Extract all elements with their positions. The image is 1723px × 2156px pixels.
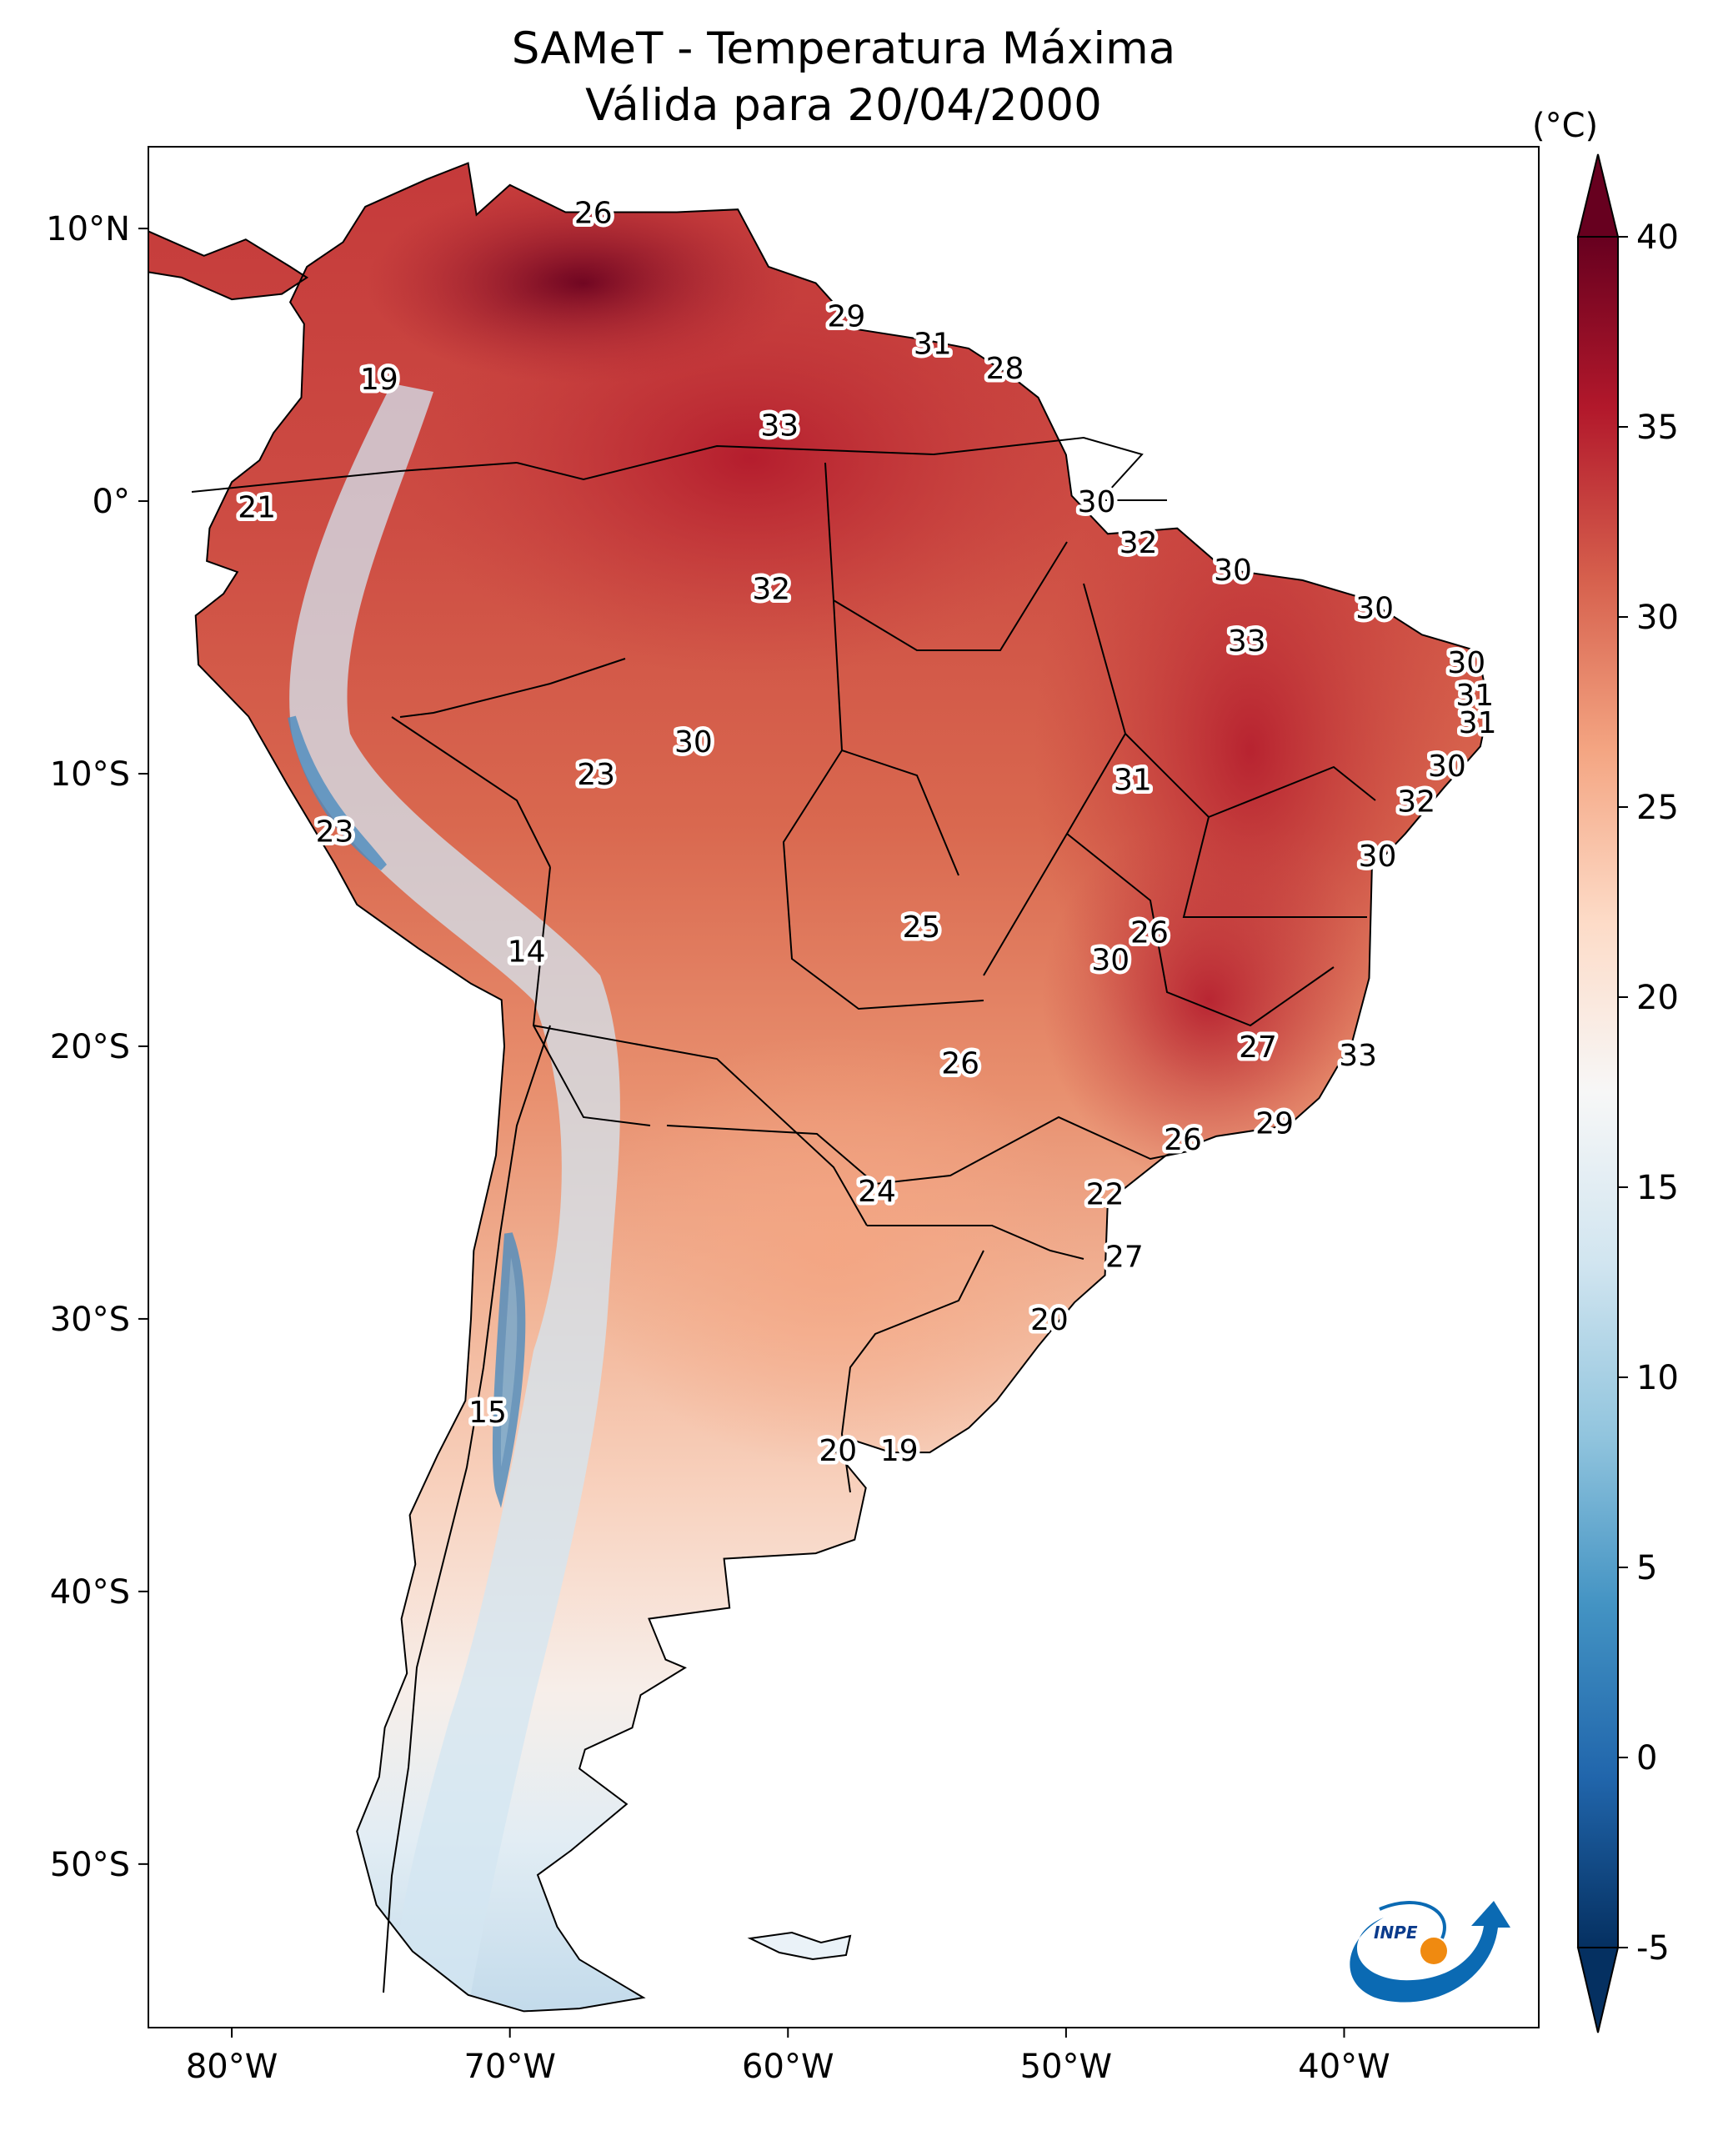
colorbar-tick-label: -5: [1636, 1929, 1670, 1968]
temperature-value-label: 21: [238, 491, 276, 525]
andes-cool-band: [289, 384, 620, 2012]
temperature-value-label: 32: [1119, 526, 1158, 560]
colorbar-tick-label: 20: [1636, 979, 1679, 1017]
temperature-value-label: 31: [1114, 764, 1152, 798]
temperature-value-label: 19: [880, 1434, 919, 1468]
temperature-value-label: 23: [577, 758, 615, 792]
temperature-value-label: 30: [1091, 943, 1129, 977]
country-borders: [148, 162, 1490, 2013]
colorbar-tick-label: 10: [1636, 1359, 1679, 1397]
colorbar-tick-label: 5: [1636, 1549, 1657, 1587]
border-south: [666, 1116, 1193, 1493]
colorbar-extend-top: [1576, 153, 1620, 238]
border-andean: [191, 462, 868, 1226]
temperature-value-label: 33: [1228, 624, 1266, 659]
chart-subtitle: Válida para 20/04/2000: [585, 80, 1102, 131]
longitude-tick-label: 40°W: [1298, 2048, 1390, 2086]
temperature-value-label: 32: [752, 573, 790, 607]
temperature-value-label: 26: [1130, 916, 1169, 950]
temperature-value-label: 33: [1339, 1039, 1377, 1073]
longitude-tick-label: 50°W: [1020, 2048, 1112, 2086]
colorbar-tick-label: 25: [1636, 789, 1679, 827]
temperature-value-label: 22: [1086, 1178, 1124, 1212]
temperature-value-label: 31: [1455, 679, 1494, 713]
temperature-value-label: 30: [1359, 840, 1397, 874]
temperature-value-label: 23: [316, 815, 354, 850]
coastline: [148, 162, 1490, 2013]
latitude-tick-label: 50°S: [50, 1846, 130, 1884]
temperature-value-label: 26: [574, 196, 613, 230]
latitude-tick-label: 10°N: [46, 210, 130, 248]
latitude-tick-label: 0°: [93, 483, 130, 521]
border-brazil: [516, 436, 1167, 651]
temperature-value-label: 27: [1105, 1241, 1144, 1275]
temperature-value-label: 28: [986, 352, 1024, 386]
temperature-value-label: 30: [1355, 592, 1394, 626]
temperature-value-label: 30: [1428, 750, 1466, 784]
temperature-value-label: 32: [1397, 785, 1435, 820]
longitude-tick-label: 60°W: [742, 2048, 834, 2086]
longitude-tick-label: 80°W: [186, 2048, 278, 2086]
colorbar-extend-bottom: [1576, 1947, 1620, 2033]
colorbar-unit-label: (°C): [1532, 107, 1599, 145]
temperature-value-label: 30: [1447, 646, 1485, 680]
latitude-tick-label: 40°S: [50, 1573, 130, 1612]
temperature-value-label: 31: [914, 327, 952, 361]
longitude-tick-label: 70°W: [463, 2048, 555, 2086]
inpe-logo-text: INPE: [1374, 1923, 1418, 1943]
inpe-logo-ring: [1379, 1901, 1446, 1939]
border-states: [782, 583, 1376, 1027]
latitude-axis: 10°N 0° 10°S 20°S 30°S 40°S 50°S: [46, 210, 148, 1884]
chart-title: SAMeT - Temperatura Máxima: [511, 23, 1176, 74]
temperature-value-label: 24: [858, 1175, 896, 1209]
latitude-tick-label: 30°S: [50, 1301, 130, 1339]
temperature-value-label: 15: [468, 1396, 507, 1430]
temperature-value-label: 33: [760, 409, 799, 443]
temperature-value-label: 26: [1164, 1123, 1202, 1157]
temperature-value-label: 25: [903, 910, 941, 945]
temperature-value-label: 30: [1078, 485, 1116, 519]
longitude-axis: 80°W 70°W 60°W 50°W 40°W: [186, 2028, 1390, 2086]
temperature-value-label: 29: [827, 300, 865, 334]
latitude-tick-label: 10°S: [50, 755, 130, 794]
colorbar-fill: [1577, 236, 1619, 1948]
colorbar-tick-label: 15: [1636, 1169, 1679, 1207]
colorbar-tick-label: 35: [1636, 409, 1679, 447]
inpe-logo-swoosh: [1350, 1901, 1510, 2003]
temperature-value-label: 19: [360, 363, 398, 397]
temperature-value-label: 20: [1030, 1303, 1069, 1337]
inpe-logo: INPE: [1350, 1901, 1510, 2003]
border-chile-argentina: [383, 1025, 551, 1993]
colorbar-tick-label: 0: [1636, 1739, 1657, 1777]
falkland-islands: [747, 1931, 852, 1961]
temperature-value-label: 20: [819, 1434, 857, 1468]
colorbar-tick-label: 40: [1636, 218, 1679, 257]
temperature-value-label: 14: [508, 935, 546, 970]
colorbar-tick-label: 30: [1636, 599, 1679, 637]
temperature-value-label: 30: [674, 725, 713, 760]
colorbar-ticks: 40 35 30 25 20 15 10 5 0 -5: [1618, 218, 1679, 1968]
colorbar: 40 35 30 25 20 15 10 5 0 -5: [1576, 153, 1679, 2033]
temperature-value-label: 29: [1255, 1107, 1294, 1141]
temperature-value-label: 26: [941, 1047, 979, 1081]
latitude-tick-label: 20°S: [50, 1028, 130, 1066]
temperature-value-label: 30: [1214, 554, 1252, 588]
inpe-logo-dot: [1420, 1938, 1447, 1964]
temperature-value-label: 27: [1239, 1030, 1277, 1065]
andes-cold-core: [288, 715, 526, 1508]
temperature-value-label: 31: [1459, 706, 1497, 740]
